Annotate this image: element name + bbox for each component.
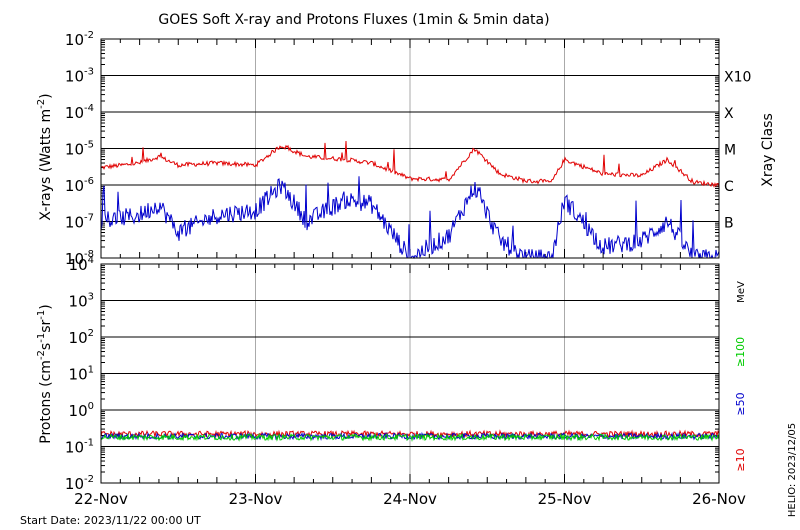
xray-series-line: [101, 140, 720, 188]
proton-y-tick-label: 102: [69, 328, 94, 347]
xray-y-tick-label: 10-6: [65, 176, 94, 195]
xray-panel: 10-2 10-3 10-4 10-5 10-6 10-7 10-8 X10 X M C B: [65, 30, 751, 268]
proton-y-tick-label: 10-1: [65, 438, 94, 457]
proton-y-tick-label: 101: [69, 365, 94, 384]
xray-axis-label: X-rays (Watts m-2): [36, 93, 54, 220]
xray-y-tick-label: 10-5: [65, 140, 94, 159]
x-tick-label: 23-Nov: [229, 490, 283, 508]
proton-energy-label: ≥100: [734, 337, 747, 367]
mev-unit-label: MeV: [736, 281, 747, 303]
x-tick-label: 24-Nov: [383, 490, 437, 508]
x-axis-tick-labels: 22-Nov 23-Nov 24-Nov 25-Nov 26-Nov: [74, 490, 746, 508]
xray-y-tick-label: 10-3: [65, 67, 94, 86]
xray-y-tick-label: 10-7: [65, 213, 94, 232]
proton-frame: [100, 263, 720, 484]
helio-date-label: HELIO: 2023/12/05: [787, 423, 798, 517]
proton-y-tick-label: 103: [69, 292, 94, 311]
chart-title: GOES Soft X-ray and Protons Fluxes (1min…: [158, 12, 549, 28]
proton-series-line: [100, 432, 720, 442]
proton-panel: 104 103 102 101 100 10-1 10-2 ≥100 ≥50 ≥10: [65, 255, 747, 493]
proton-axis-label: Protons (cm-2s-1sr-1): [36, 304, 54, 443]
xray-y-tick-label: 10-8: [65, 249, 94, 268]
x-tick-label: 22-Nov: [74, 490, 128, 508]
xray-y-tick-label: 10-2: [65, 30, 94, 49]
proton-energy-label: ≥50: [734, 392, 747, 415]
proton-y-tick-label: 10-2: [65, 474, 94, 493]
xray-y-tick-label: 10-4: [65, 103, 94, 122]
x-tick-label: 25-Nov: [538, 490, 592, 508]
xray-class-label: X: [724, 106, 734, 122]
xray-class-label: M: [724, 143, 736, 159]
proton-energy-label: ≥10: [734, 448, 747, 471]
proton-y-tick-label: 100: [69, 401, 94, 420]
xray-class-label: B: [724, 216, 734, 232]
proton-y-tick-label: 104: [69, 255, 94, 274]
xray-class-label: X10: [724, 70, 751, 86]
xray-class-label: C: [724, 179, 734, 195]
start-date-label: Start Date: 2023/11/22 00:00 UT: [20, 514, 201, 527]
xray-frame: [100, 38, 720, 259]
x-tick-label: 26-Nov: [692, 490, 746, 508]
xray-class-axis-label: Xray Class: [760, 113, 776, 187]
